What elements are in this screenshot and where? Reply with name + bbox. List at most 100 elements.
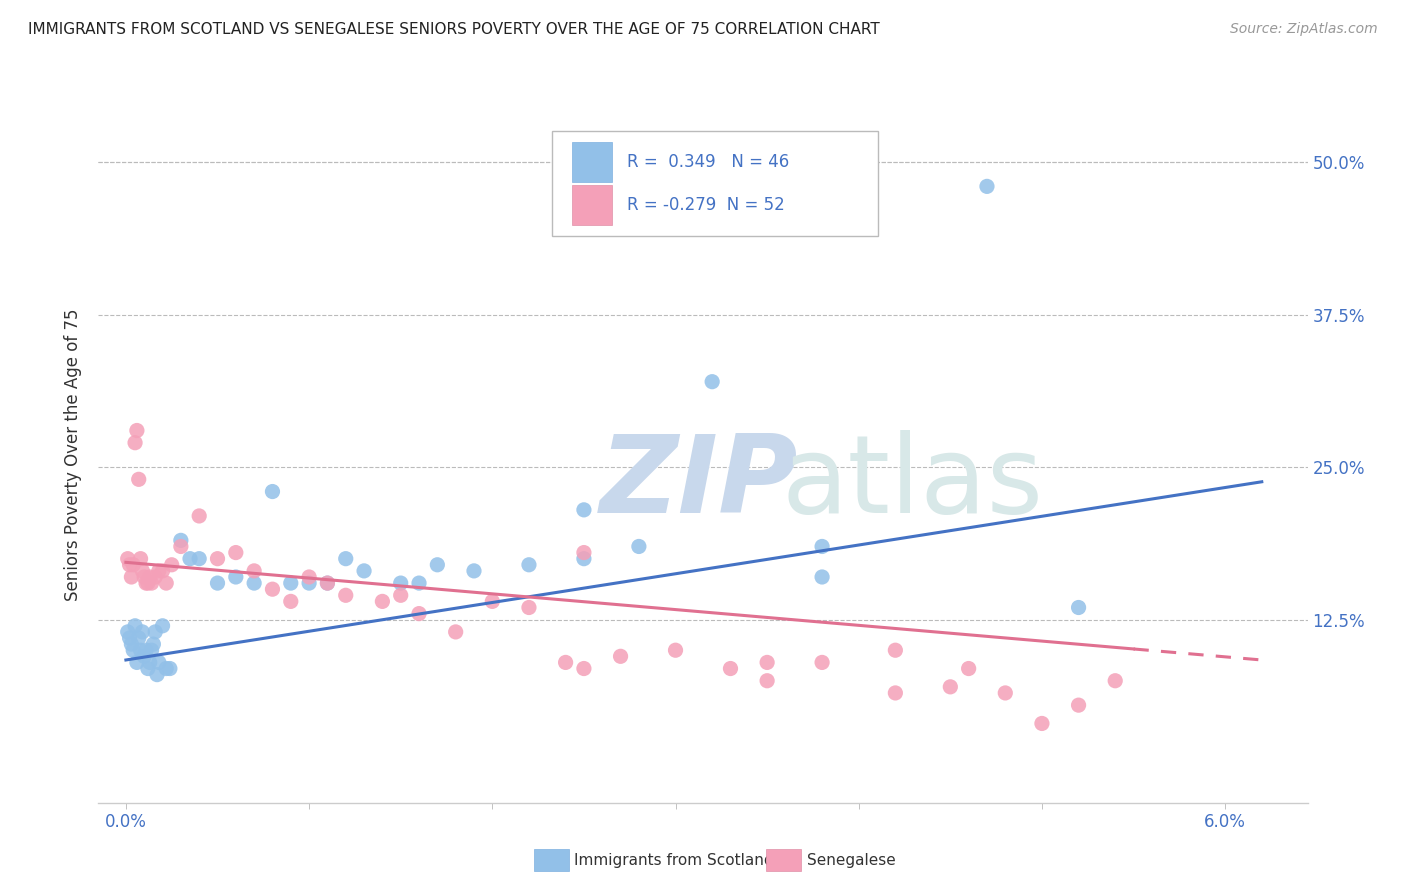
Point [444, 624, 467, 639]
Point [1067, 698, 1090, 713]
Point [129, 551, 152, 566]
Point [756, 673, 779, 688]
Point [811, 570, 834, 584]
Point [572, 551, 595, 566]
Point [152, 564, 174, 578]
Point [262, 484, 284, 499]
Point [131, 564, 153, 578]
Point [298, 576, 321, 591]
Point [554, 656, 576, 670]
Point [371, 594, 394, 608]
Point [316, 576, 339, 591]
Point [136, 661, 159, 675]
Point [517, 600, 540, 615]
Point [179, 551, 201, 566]
Point [884, 643, 907, 657]
Point [146, 667, 169, 681]
Point [811, 540, 834, 554]
Point [138, 570, 160, 584]
Point [141, 643, 163, 657]
Point [572, 661, 595, 675]
Point [170, 540, 193, 554]
Point [720, 661, 742, 675]
Point [159, 661, 181, 675]
Point [122, 558, 145, 572]
Point [262, 582, 284, 597]
FancyBboxPatch shape [553, 131, 879, 235]
Point [627, 540, 650, 554]
Point [138, 656, 160, 670]
Point [160, 558, 183, 572]
Text: atlas: atlas [782, 430, 1043, 536]
Point [128, 631, 150, 645]
Y-axis label: Seniors Poverty Over the Age of 75: Seniors Poverty Over the Age of 75 [65, 309, 83, 601]
Point [128, 472, 150, 486]
Point [143, 624, 166, 639]
Point [225, 570, 247, 584]
Point [155, 661, 177, 675]
Point [609, 649, 631, 664]
Point [141, 576, 163, 591]
Point [155, 576, 177, 591]
Point [426, 558, 449, 572]
Point [756, 656, 779, 670]
Point [517, 558, 540, 572]
Point [994, 686, 1017, 700]
Point [335, 551, 357, 566]
Point [243, 564, 266, 578]
Point [118, 631, 141, 645]
Point [957, 661, 980, 675]
Point [118, 558, 141, 572]
Point [335, 588, 357, 602]
Point [1067, 600, 1090, 615]
Point [316, 576, 339, 591]
Point [702, 375, 724, 389]
Point [353, 564, 375, 578]
Text: Immigrants from Scotland: Immigrants from Scotland [574, 853, 773, 868]
Point [131, 624, 153, 639]
Point [389, 576, 412, 591]
Point [122, 643, 145, 657]
Point [148, 564, 170, 578]
Point [120, 570, 142, 584]
Point [1104, 673, 1126, 688]
Point [207, 551, 229, 566]
Point [134, 649, 156, 664]
Point [1031, 716, 1053, 731]
Point [811, 656, 834, 670]
Text: R =  0.349   N = 46: R = 0.349 N = 46 [627, 153, 789, 171]
Point [884, 686, 907, 700]
Point [117, 624, 139, 639]
Point [207, 576, 229, 591]
Point [170, 533, 193, 548]
Point [125, 424, 148, 438]
Point [129, 643, 152, 657]
FancyBboxPatch shape [572, 185, 613, 225]
Point [134, 570, 156, 584]
Point [188, 551, 211, 566]
Point [125, 656, 148, 670]
Point [280, 594, 302, 608]
Point [463, 564, 485, 578]
Point [976, 179, 998, 194]
Point [136, 576, 159, 591]
Point [298, 570, 321, 584]
Point [135, 643, 157, 657]
Text: Source: ZipAtlas.com: Source: ZipAtlas.com [1230, 22, 1378, 37]
Point [389, 588, 412, 602]
Point [481, 594, 503, 608]
Point [188, 508, 211, 523]
Point [280, 576, 302, 591]
Point [117, 551, 139, 566]
Point [664, 643, 686, 657]
Text: Senegalese: Senegalese [807, 853, 896, 868]
Point [243, 576, 266, 591]
Point [143, 570, 166, 584]
Point [124, 619, 146, 633]
Point [142, 637, 165, 651]
Point [408, 607, 430, 621]
Point [939, 680, 962, 694]
Point [225, 545, 247, 559]
Point [408, 576, 430, 591]
Point [148, 656, 170, 670]
